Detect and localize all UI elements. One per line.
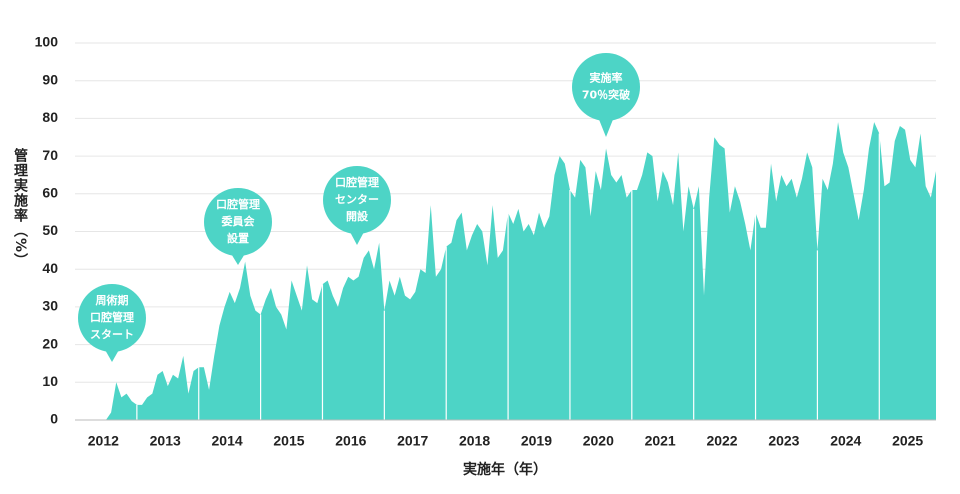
y-tick-label: 10 <box>42 373 58 389</box>
x-axis-title: 実施年（年） <box>463 461 547 478</box>
y-tick-label: 80 <box>42 109 58 125</box>
annotation-text: 口腔管理 <box>216 197 260 211</box>
y-tick-label: 0 <box>50 411 58 427</box>
x-tick-label: 2021 <box>645 433 676 449</box>
annotation-bubble <box>323 166 391 234</box>
x-tick-label: 2023 <box>768 433 799 449</box>
annotation-bubble <box>572 53 640 121</box>
y-tick-label: 20 <box>42 335 58 351</box>
x-tick-label: 2025 <box>892 433 923 449</box>
annotation-bubble <box>204 188 272 256</box>
annotation-text: 実施率 <box>590 71 623 85</box>
x-tick-label: 2014 <box>212 433 243 449</box>
x-tick-label: 2017 <box>397 433 428 449</box>
x-tick-label: 2019 <box>521 433 552 449</box>
annotation-text: 開設 <box>346 209 369 223</box>
annotation-text: 委員会 <box>221 214 256 228</box>
x-tick-label: 2022 <box>706 433 737 449</box>
x-tick-label: 2012 <box>88 433 119 449</box>
x-tick-label: 2015 <box>273 433 304 449</box>
annotation-text: スタート <box>90 328 134 341</box>
annotation-bubble <box>78 284 146 352</box>
x-tick-label: 2024 <box>830 433 861 449</box>
y-tick-label: 90 <box>42 71 58 87</box>
y-tick-label: 40 <box>42 260 58 276</box>
annotation-pointer <box>598 117 614 137</box>
annotation-text: 70％突破 <box>582 88 630 102</box>
y-tick-label: 60 <box>42 185 58 201</box>
y-tick-label: 30 <box>42 298 58 314</box>
annotation-text: 周術期 <box>96 293 129 307</box>
annotation-text: 設置 <box>227 231 249 245</box>
y-tick-label: 70 <box>42 147 58 163</box>
annotation-text: 口腔管理 <box>90 310 134 324</box>
x-tick-label: 2018 <box>459 433 490 449</box>
y-tick-label: 50 <box>42 222 58 238</box>
x-tick-label: 2016 <box>335 433 366 449</box>
y-axis-title: 管理実施率（%） <box>12 147 29 268</box>
annotation-text: 口腔管理 <box>335 175 379 189</box>
x-tick-label: 2013 <box>150 433 181 449</box>
y-tick-label: 100 <box>35 34 59 50</box>
area <box>75 122 936 421</box>
annotation-text: センター <box>335 193 379 206</box>
x-tick-label: 2020 <box>583 433 614 449</box>
